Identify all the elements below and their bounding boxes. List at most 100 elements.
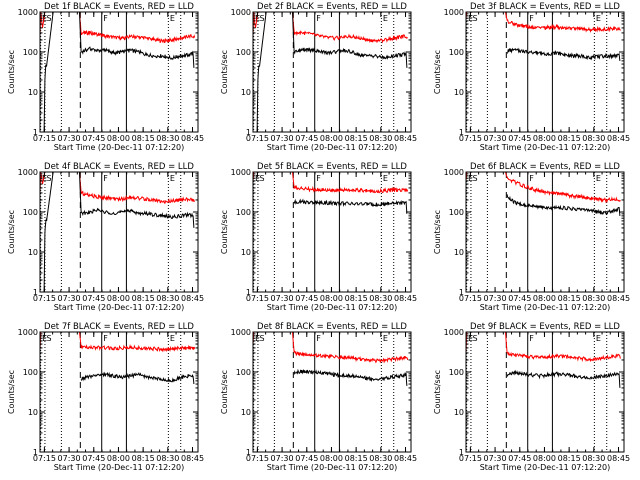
x-tick-label: 07:45 [295,294,318,303]
plot-frame [39,171,199,293]
x-tick-label: 08:45 [181,294,204,303]
x-tick-label: 08:15 [558,294,581,303]
x-tick-label: 08:30 [156,134,179,143]
marker-label-f: F [529,14,534,23]
marker-label-s: S [472,174,477,183]
series-events-black [293,368,408,386]
y-axis-label: Counts/sec [220,370,229,414]
x-tick-label: 08:45 [607,134,630,143]
plot-frame [465,331,625,453]
marker-label-f: F [103,174,108,183]
marker-label-e: E [596,14,601,23]
marker-label-f: F [529,334,534,343]
y-tick-label: 100 [236,208,251,217]
series-events-black [256,12,408,132]
series-events-black [43,12,195,132]
x-tick-label: 07:15 [33,454,56,463]
x-tick-label: 07:30 [58,294,81,303]
panel-title: Det 3f BLACK = Events, RED = LLD [470,2,620,12]
plot-frame [39,331,199,453]
y-tick-label: 100 [449,208,464,217]
marker-label-f: F [103,14,108,23]
marker-label-e: E [383,334,388,343]
marker-label-f: F [316,14,321,23]
panel-title: Det 9f BLACK = Events, RED = LLD [470,322,620,332]
x-tick-label: 08:00 [320,134,343,143]
marker-label-e: E [383,174,388,183]
x-tick-label: 08:00 [533,134,556,143]
y-axis-label: Counts/sec [433,370,442,414]
y-axis-label: Counts/sec [7,210,16,254]
marker-label-s: S [46,334,51,343]
y-tick-label: 1 [246,448,251,457]
plot-frame [465,171,625,293]
y-tick-label: 10 [28,88,38,97]
y-tick-label: 10 [241,88,251,97]
panel-title: Det 6f BLACK = Events, RED = LLD [470,162,620,172]
marker-label-e: E [170,174,175,183]
x-tick-label: 08:30 [369,454,392,463]
x-tick-label: 08:30 [369,294,392,303]
x-tick-label: 08:00 [533,454,556,463]
marker-label-f: F [103,334,108,343]
y-tick-label: 1 [33,288,38,297]
y-tick-label: 1 [246,288,251,297]
x-tick-label: 07:45 [82,134,105,143]
x-tick-label: 08:15 [132,134,155,143]
chart-panel-1: Det 1f BLACK = Events, RED = LLDESFE1101… [7,2,204,152]
x-tick-label: 08:15 [132,454,155,463]
marker-label-s: S [46,174,51,183]
y-tick-label: 10 [28,408,38,417]
series-lld-red [40,332,196,353]
x-tick-label: 07:45 [508,294,531,303]
x-tick-label: 08:30 [369,134,392,143]
series-events-black [506,369,621,388]
marker-label-e: E [170,334,175,343]
panel-title: Det 8f BLACK = Events, RED = LLD [257,322,407,332]
y-axis-label: Counts/sec [7,50,16,94]
y-tick-label: 100 [236,48,251,57]
x-tick-label: 08:30 [582,134,605,143]
x-tick-label: 07:15 [33,294,56,303]
series-events-black [293,198,408,214]
x-tick-label: 08:00 [320,294,343,303]
chart-panel-8: Det 8f BLACK = Events, RED = LLDESFE1101… [220,322,417,472]
y-axis-label: Counts/sec [220,50,229,94]
x-tick-label: 08:00 [107,294,130,303]
x-tick-label: 07:30 [484,454,507,463]
y-axis-label: Counts/sec [220,210,229,254]
series-lld-red [253,12,409,44]
y-tick-label: 1 [459,288,464,297]
x-tick-label: 08:45 [607,294,630,303]
y-tick-label: 1 [33,448,38,457]
panel-title: Det 4f BLACK = Events, RED = LLD [44,162,194,172]
y-tick-label: 100 [23,368,38,377]
x-tick-label: 07:30 [58,134,81,143]
panel-title: Det 2f BLACK = Events, RED = LLD [257,2,407,12]
y-tick-label: 10 [454,88,464,97]
y-tick-label: 1000 [231,8,251,17]
marker-label-s: S [46,14,51,23]
plot-frame [252,11,412,133]
x-tick-label: 08:00 [320,454,343,463]
x-tick-label: 07:15 [459,454,482,463]
y-tick-label: 1 [33,128,38,137]
x-tick-label: 08:45 [181,134,204,143]
y-tick-label: 100 [236,368,251,377]
marker-label-s: S [259,174,264,183]
y-tick-label: 10 [241,248,251,257]
x-axis-label: Start Time (20-Dec-11 07:12:20) [480,303,611,312]
y-tick-label: 1000 [444,8,464,17]
y-tick-label: 1000 [231,168,251,177]
marker-label-e: E [170,14,175,23]
x-tick-label: 08:45 [394,294,417,303]
y-axis-label: Counts/sec [433,210,442,254]
x-axis-label: Start Time (20-Dec-11 07:12:20) [54,143,185,152]
x-tick-label: 08:30 [582,294,605,303]
plot-frame [39,11,199,133]
marker-label-s: S [472,14,477,23]
x-axis-label: Start Time (20-Dec-11 07:12:20) [54,303,185,312]
x-tick-label: 07:15 [246,134,269,143]
marker-label-f: F [316,334,321,343]
